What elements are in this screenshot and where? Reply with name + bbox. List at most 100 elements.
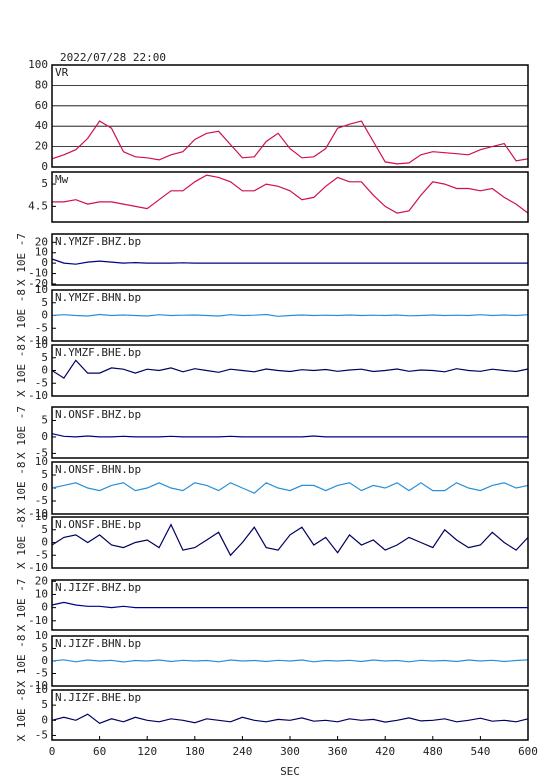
y-tick-label: -5 <box>35 667 48 680</box>
y-tick-label: -10 <box>28 267 48 280</box>
data-line <box>51 482 529 494</box>
panel-label: N.JIZF.BHZ.bp <box>55 581 141 594</box>
data-line <box>51 659 529 663</box>
y-tick-label: 5 <box>41 468 48 481</box>
chart-title: 2022/07/28 22:00 <box>60 51 166 64</box>
y-tick-label: 20 <box>35 235 48 248</box>
x-tick-label: 300 <box>280 745 300 758</box>
panel-label: N.YMZF.BHE.bp <box>55 346 141 359</box>
y-tick-label: 10 <box>35 510 48 523</box>
x-tick-label: 600 <box>518 745 538 758</box>
y-tick-label: -5 <box>35 494 48 507</box>
y-tick-label: 0 <box>41 601 48 614</box>
x-tick-label: 120 <box>137 745 157 758</box>
y-tick-label: 40 <box>35 119 48 132</box>
y-tick-label: 5 <box>41 523 48 536</box>
y-tick-label: 0 <box>41 309 48 322</box>
panel-frame <box>51 635 529 687</box>
y-tick-label: 0 <box>41 256 48 269</box>
y-tick-label: 10 <box>35 683 48 696</box>
data-line <box>51 313 529 317</box>
y-axis-label: X 10E -8 <box>15 289 28 342</box>
data-line <box>51 359 529 379</box>
y-tick-label: 10 <box>35 629 48 642</box>
data-line <box>52 174 529 214</box>
y-tick-label: 10 <box>35 246 48 259</box>
y-tick-label: 80 <box>35 78 48 91</box>
panel-frame <box>51 233 529 286</box>
y-axis-label: X 10E -7 <box>15 233 28 286</box>
y-tick-label: -5 <box>35 728 48 741</box>
y-tick-label: 20 <box>35 140 48 153</box>
panel-frame <box>51 461 529 515</box>
panel-frame <box>51 406 529 459</box>
y-tick-label: 10 <box>35 455 48 468</box>
panel-label: N.ONSF.BHE.bp <box>55 518 141 531</box>
y-tick-label: 5 <box>41 296 48 309</box>
y-tick-label: -10 <box>28 334 48 347</box>
panel-frame <box>51 171 529 223</box>
y-tick-label: -10 <box>28 389 48 402</box>
y-tick-label: 20 <box>35 574 48 587</box>
panel-frame <box>51 689 529 741</box>
panel-frame <box>51 344 529 397</box>
y-axis-label: X 10E -8 <box>15 516 28 569</box>
x-axis-label: SEC <box>280 765 300 778</box>
y-tick-label: -10 <box>28 507 48 520</box>
x-tick-label: 0 <box>49 745 56 758</box>
panel-label: N.YMZF.BHN.bp <box>55 291 141 304</box>
y-tick-label: 5 <box>41 413 48 426</box>
data-line <box>51 258 528 265</box>
y-tick-label: -5 <box>35 321 48 334</box>
panel-frame <box>51 516 529 569</box>
x-tick-label: 240 <box>232 745 252 758</box>
y-tick-label: 0 <box>41 713 48 726</box>
panel-frame <box>51 64 529 168</box>
y-tick-label: 4.5 <box>28 199 48 212</box>
y-tick-label: 5 <box>41 177 48 190</box>
y-tick-label: -20 <box>28 277 48 290</box>
y-tick-label: 0 <box>41 654 48 667</box>
data-line <box>51 523 529 557</box>
x-tick-label: 540 <box>470 745 490 758</box>
y-tick-label: 10 <box>35 338 48 351</box>
y-tick-label: 0 <box>41 160 48 173</box>
data-line <box>51 713 529 724</box>
x-tick-label: 480 <box>423 745 443 758</box>
panel-label: N.ONSF.BHN.bp <box>55 463 141 476</box>
y-tick-label: 5 <box>41 698 48 711</box>
y-tick-label: 0 <box>41 430 48 443</box>
y-tick-label: 100 <box>28 58 48 71</box>
panel-frame <box>51 289 529 342</box>
y-axis-label: X 10E -8 <box>15 689 28 742</box>
x-tick-label: 360 <box>328 745 348 758</box>
y-tick-label: 5 <box>41 642 48 655</box>
y-tick-label: 0 <box>41 481 48 494</box>
panel-label: N.JIZF.BHN.bp <box>55 637 141 650</box>
y-tick-label: -10 <box>28 679 48 692</box>
y-tick-label: -5 <box>35 446 48 459</box>
y-axis-label: X 10E -7 <box>15 406 28 459</box>
panel-frame <box>51 579 529 631</box>
panel-label: N.YMZF.BHZ.bp <box>55 235 141 248</box>
y-tick-label: 60 <box>35 99 48 112</box>
y-tick-label: 0 <box>41 536 48 549</box>
panel-label: Mw <box>55 173 69 186</box>
y-axis-label: X 10E -8 <box>15 344 28 397</box>
y-tick-label: 10 <box>35 587 48 600</box>
y-tick-label: 0 <box>41 364 48 377</box>
x-tick-label: 60 <box>93 745 106 758</box>
y-tick-label: -5 <box>35 376 48 389</box>
panel-label: N.ONSF.BHZ.bp <box>55 408 141 421</box>
data-line <box>51 601 528 609</box>
data-line <box>51 120 529 165</box>
y-axis-label: X 10E -8 <box>15 635 28 688</box>
panel-label: VR <box>55 66 69 79</box>
y-axis-label: X 10E -8 <box>15 462 28 515</box>
y-tick-label: 10 <box>35 283 48 296</box>
panel-label: N.JIZF.BHE.bp <box>55 691 141 704</box>
x-tick-label: 180 <box>185 745 205 758</box>
x-tick-label: 420 <box>375 745 395 758</box>
y-tick-label: -10 <box>28 561 48 574</box>
